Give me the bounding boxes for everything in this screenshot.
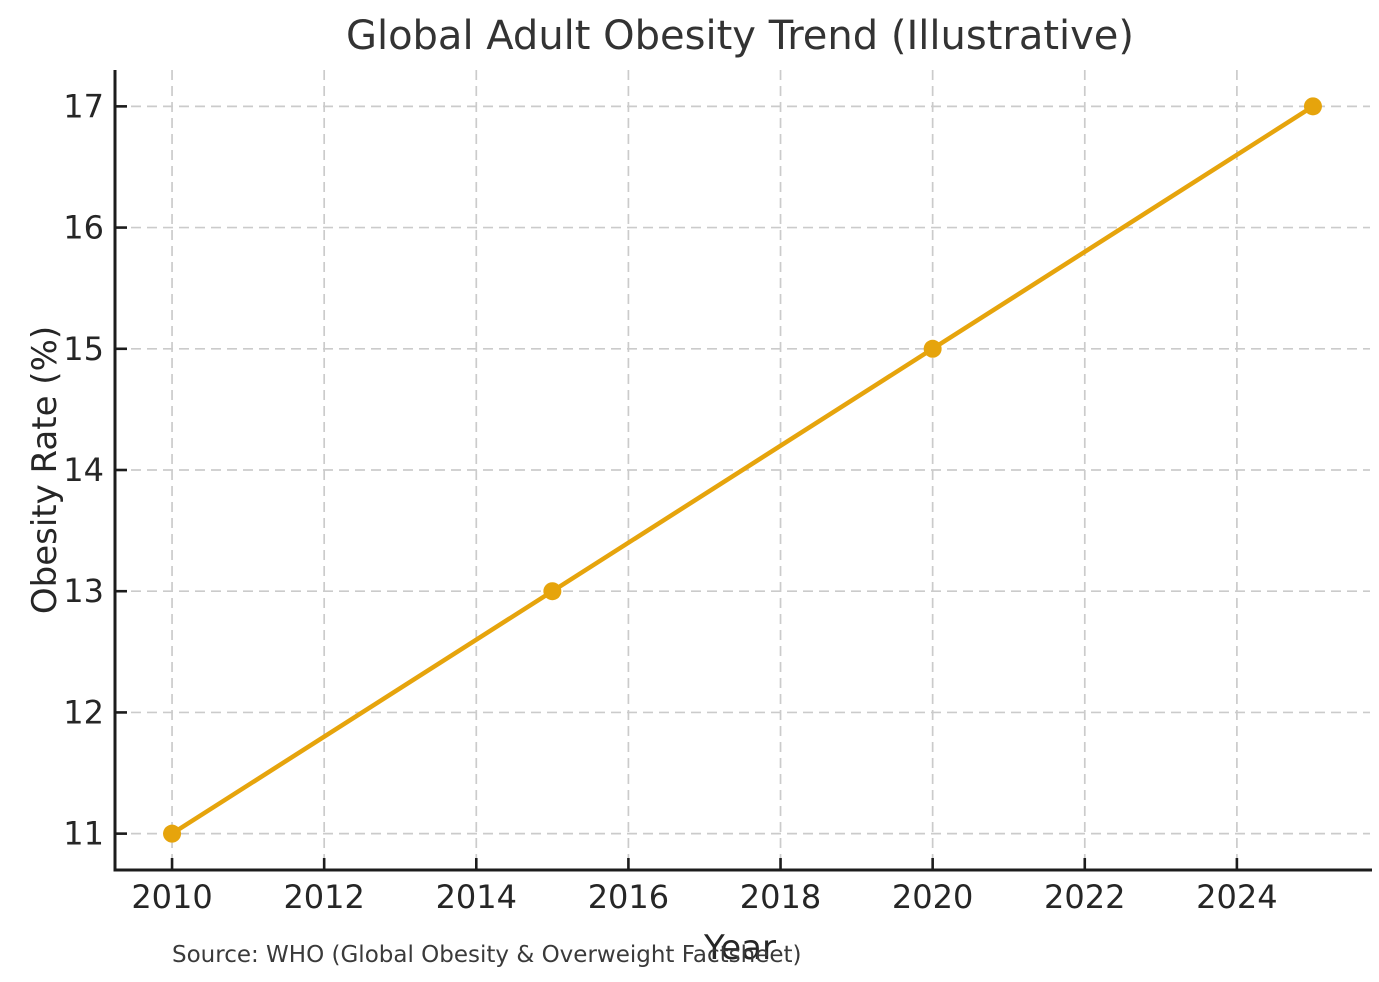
y-tick-label: 11 [63,815,104,853]
x-axis-ticks: 2010 2012 2014 2016 2018 2020 2022 2024 [131,858,1278,916]
y-axis-label: Obesity Rate (%) [25,326,65,614]
x-tick-label: 2018 [740,878,821,916]
x-tick-label: 2016 [588,878,669,916]
x-tick-label: 2024 [1196,878,1277,916]
y-tick-label: 17 [63,87,104,125]
trend-line [169,104,1316,836]
x-tick-label: 2022 [1044,878,1125,916]
x-tick-label: 2010 [131,878,212,916]
y-tick-label: 15 [63,330,104,368]
y-axis-ticks: 11 12 13 14 15 16 17 [63,87,127,853]
y-tick-label: 16 [63,209,104,247]
data-point-marker [543,582,562,601]
chart-title: Global Adult Obesity Trend (Illustrative… [346,13,1134,59]
y-tick-label: 12 [63,693,104,731]
x-tick-label: 2012 [283,878,364,916]
gridlines [115,70,1370,870]
source-note: Source: WHO (Global Obesity & Overweight… [172,942,801,968]
y-tick-label: 13 [63,572,104,610]
x-axis-label: Year [703,928,776,968]
y-tick-label: 14 [63,451,104,489]
trend-line-series [163,97,1322,843]
data-point-marker [1303,97,1322,116]
x-tick-label: 2020 [892,878,973,916]
data-point-marker [923,339,942,358]
data-point-marker [163,824,182,843]
x-tick-label: 2014 [436,878,517,916]
